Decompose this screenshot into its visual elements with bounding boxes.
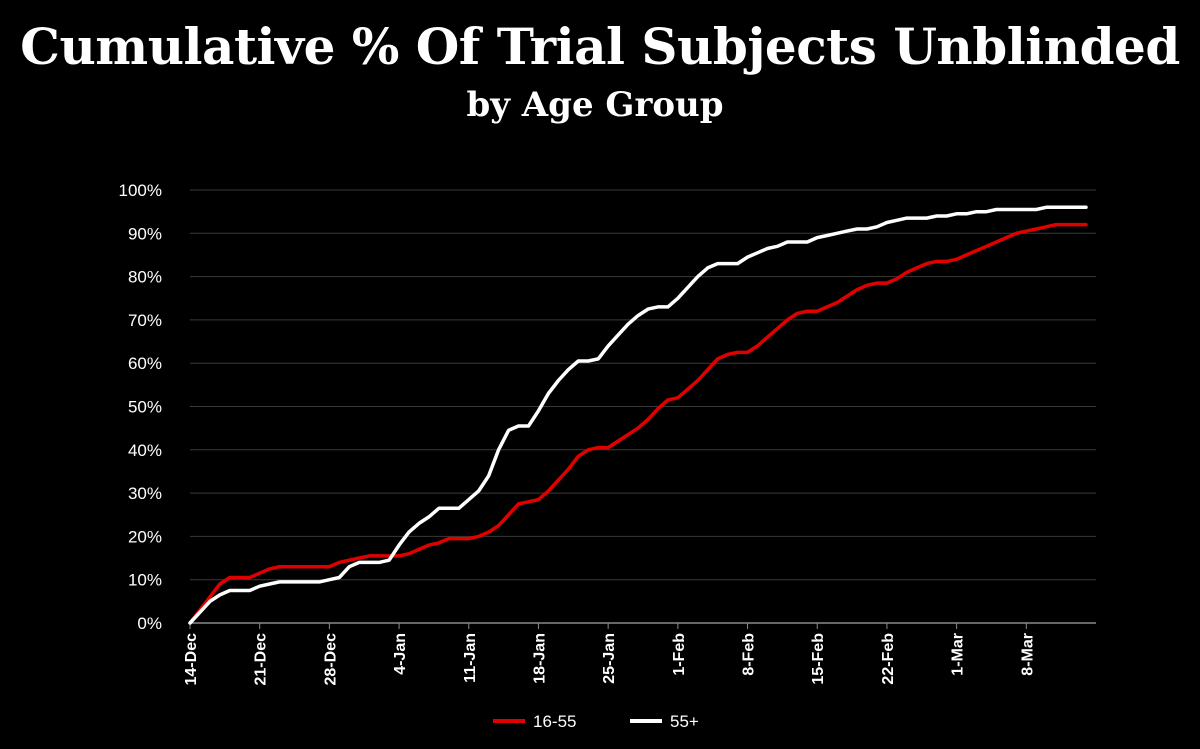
chart-subtitle: by Age Group xyxy=(466,85,724,125)
x-tick-label: 4-Jan xyxy=(392,633,409,675)
x-tick-label: 1-Mar xyxy=(950,633,967,676)
series-lines xyxy=(188,205,1088,625)
x-tick-label: 18-Jan xyxy=(531,633,548,684)
x-tick-label: 14-Dec xyxy=(183,633,200,686)
y-tick-label: 50% xyxy=(128,398,162,417)
legend-label: 16-55 xyxy=(533,712,576,731)
x-tick-label: 1-Feb xyxy=(671,633,688,676)
y-tick-label: 20% xyxy=(128,527,162,546)
x-tick-label: 22-Feb xyxy=(880,633,897,685)
series-line-16-55 xyxy=(188,222,1088,625)
y-tick-label: 10% xyxy=(128,571,162,590)
x-axis: 14-Dec 21-Dec 28-Dec 4-Jan 11-Jan 18-Jan 25-Ja… xyxy=(183,622,1096,686)
y-tick-label: 0% xyxy=(137,614,162,633)
legend-label: 55+ xyxy=(670,712,699,731)
legend: 16-55 55+ xyxy=(493,712,699,731)
x-tick-label: 15-Feb xyxy=(810,633,827,685)
y-tick-label: 90% xyxy=(128,224,162,243)
x-tick-label: 8-Feb xyxy=(741,633,758,676)
series-line-55- xyxy=(188,205,1088,625)
x-tick-label: 21-Dec xyxy=(253,633,270,686)
x-tick-label: 28-Dec xyxy=(322,633,339,686)
y-axis-ticks: 0% 10% 20% 30% 40% 50% 60% 70% 80% 90% 100% xyxy=(119,181,162,633)
x-tick-label: 8-Mar xyxy=(1019,633,1036,676)
x-tick-label: 25-Jan xyxy=(601,633,618,684)
chart-title: Cumulative % Of Trial Subjects Unblinded xyxy=(20,17,1180,76)
y-tick-label: 60% xyxy=(128,354,162,373)
y-tick-label: 70% xyxy=(128,311,162,330)
gridlines xyxy=(190,189,1096,581)
x-tick-label: 11-Jan xyxy=(462,633,479,683)
y-tick-label: 40% xyxy=(128,441,162,460)
y-tick-label: 30% xyxy=(128,484,162,503)
y-tick-label: 80% xyxy=(128,268,162,287)
y-tick-label: 100% xyxy=(119,181,162,200)
